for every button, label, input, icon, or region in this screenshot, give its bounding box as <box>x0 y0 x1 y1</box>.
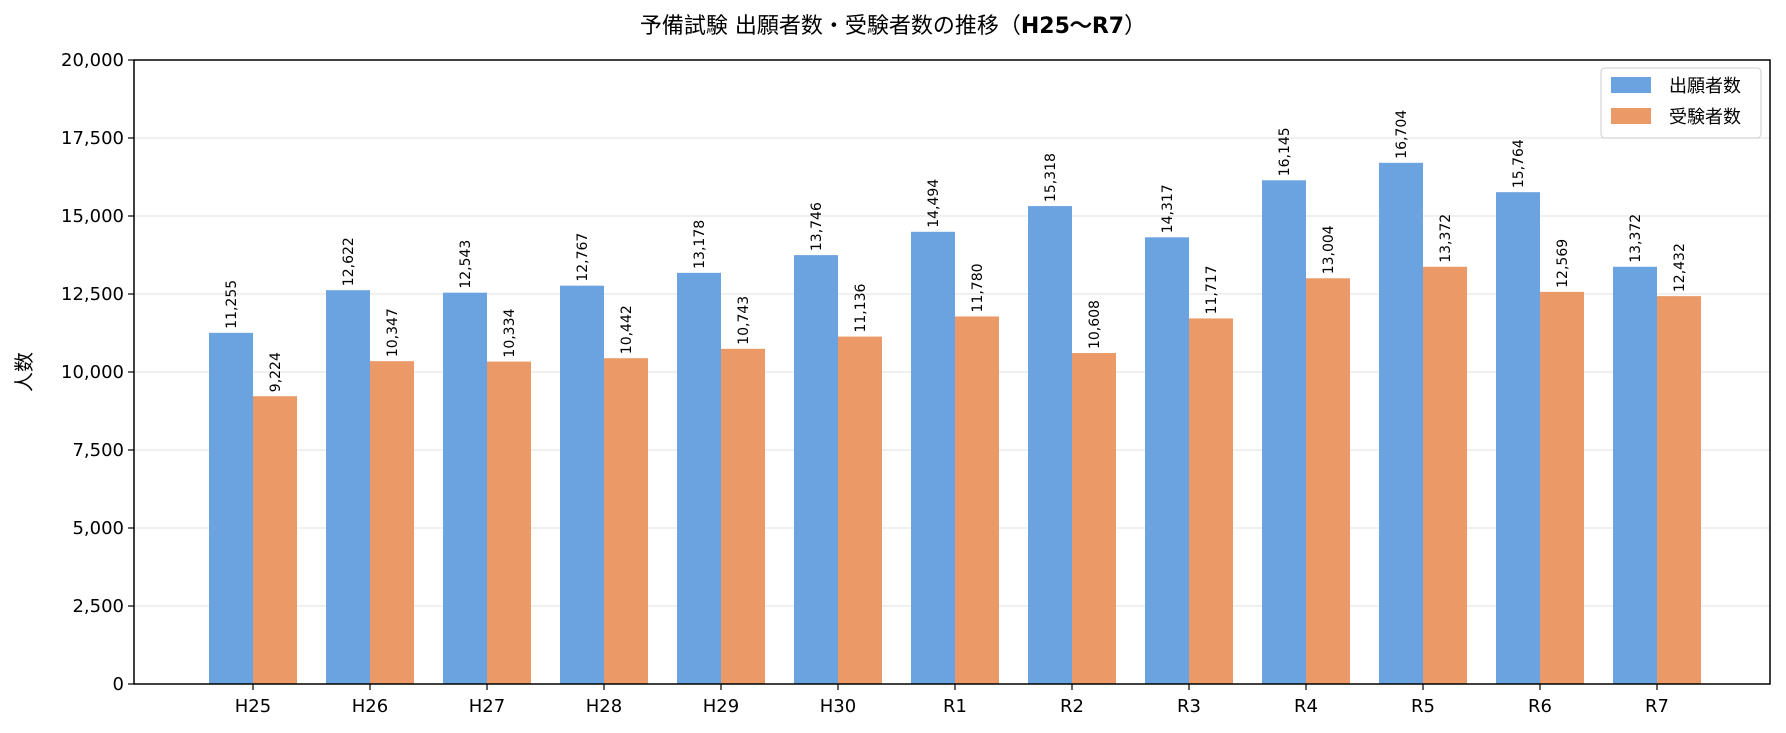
x-tick-label: H25 <box>235 696 271 717</box>
y-tick-label: 10,000 <box>61 362 124 383</box>
data-label: 9,224 <box>268 352 284 392</box>
bar-examinees-R4 <box>1306 278 1350 684</box>
bar-examinees-H29 <box>721 348 765 684</box>
data-label: 14,494 <box>926 179 942 228</box>
y-tick-label: 12,500 <box>61 284 124 305</box>
data-label: 12,622 <box>341 237 357 286</box>
bar-applicants-H26 <box>326 290 370 684</box>
data-label: 11,136 <box>853 283 869 332</box>
data-labels: 11,255 9,224 12,622 10,347 12,543 10,334 12,76… <box>224 110 1688 392</box>
x-tick-label: R7 <box>1645 696 1669 717</box>
x-tick-label: H27 <box>469 696 505 717</box>
legend-swatch <box>1611 108 1651 124</box>
data-label: 16,704 <box>1394 110 1410 159</box>
bar-applicants-H27 <box>443 292 487 684</box>
bar-applicants-R3 <box>1145 237 1189 684</box>
y-tick-label: 17,500 <box>61 128 124 149</box>
data-label: 13,178 <box>692 220 708 269</box>
bar-applicants-R2 <box>1028 206 1072 684</box>
bar-applicants-H25 <box>209 332 253 684</box>
x-tick-label: H30 <box>820 696 856 717</box>
bars <box>209 162 1701 684</box>
data-label: 10,442 <box>619 305 635 354</box>
chart-title: 予備試験 出願者数・受験者数の推移（H25〜R7） <box>640 14 1146 39</box>
chart-title-range: H25〜R7 <box>1021 14 1124 39</box>
data-label: 14,317 <box>1160 184 1176 233</box>
data-label: 16,145 <box>1277 127 1293 176</box>
data-label: 12,767 <box>575 233 591 282</box>
bar-examinees-H27 <box>487 361 531 684</box>
bar-examinees-R1 <box>955 316 999 684</box>
bar-examinees-R6 <box>1540 291 1584 684</box>
data-label: 15,318 <box>1043 153 1059 202</box>
bar-examinees-H25 <box>253 396 297 684</box>
y-tick-label: 20,000 <box>61 50 124 71</box>
bar-examinees-R2 <box>1072 353 1116 684</box>
bar-examinees-R7 <box>1657 296 1701 684</box>
data-label: 11,717 <box>1204 265 1220 314</box>
y-tick-label: 15,000 <box>61 206 124 227</box>
bar-applicants-R7 <box>1613 266 1657 684</box>
bar-examinees-R3 <box>1189 318 1233 684</box>
y-tick-label: 0 <box>113 674 124 695</box>
data-label: 13,372 <box>1628 214 1644 263</box>
data-label: 10,608 <box>1087 300 1103 349</box>
legend-swatch <box>1611 77 1651 93</box>
data-label: 12,543 <box>458 240 474 289</box>
x-axis: H25 H26 H27 H28 H29 H30 R1 R2 R3 R4 R5 R6 R7 <box>235 684 1669 717</box>
y-tick-label: 2,500 <box>72 596 124 617</box>
x-tick-label: H28 <box>586 696 622 717</box>
bar-examinees-H28 <box>604 358 648 684</box>
data-label: 13,746 <box>809 202 825 251</box>
data-label: 13,372 <box>1438 214 1454 263</box>
bar-applicants-R5 <box>1379 162 1423 684</box>
data-label: 11,255 <box>224 280 240 329</box>
y-axis-label: 人数 <box>12 352 36 392</box>
x-tick-label: H26 <box>352 696 388 717</box>
bar-applicants-H29 <box>677 272 721 684</box>
data-label: 10,334 <box>502 309 518 358</box>
data-label: 15,764 <box>1511 139 1527 188</box>
bar-examinees-H30 <box>838 336 882 684</box>
data-label: 12,432 <box>1672 243 1688 292</box>
x-tick-label: R6 <box>1528 696 1552 717</box>
data-label: 13,004 <box>1321 225 1337 274</box>
y-tick-label: 7,500 <box>72 440 124 461</box>
bar-applicants-R4 <box>1262 180 1306 684</box>
x-tick-label: R5 <box>1411 696 1435 717</box>
x-tick-label: R2 <box>1060 696 1084 717</box>
x-tick-label: R3 <box>1177 696 1201 717</box>
bar-applicants-R1 <box>911 231 955 684</box>
x-tick-label: R4 <box>1294 696 1318 717</box>
bar-applicants-H28 <box>560 285 604 684</box>
y-tick-label: 5,000 <box>72 518 124 539</box>
bar-examinees-R5 <box>1423 266 1467 684</box>
data-label: 10,347 <box>385 308 401 357</box>
x-tick-label: R1 <box>943 696 967 717</box>
legend-label: 受験者数 <box>1669 107 1741 128</box>
data-label: 12,569 <box>1555 239 1571 288</box>
y-axis: 0 2,500 5,000 7,500 10,000 12,500 15,000 17,500… <box>61 50 134 695</box>
bar-applicants-H30 <box>794 255 838 684</box>
data-label: 11,780 <box>970 263 986 312</box>
data-label: 10,743 <box>736 296 752 345</box>
x-tick-label: H29 <box>703 696 739 717</box>
legend-label: 出願者数 <box>1669 76 1741 97</box>
bar-applicants-R6 <box>1496 192 1540 684</box>
bar-examinees-H26 <box>370 361 414 684</box>
